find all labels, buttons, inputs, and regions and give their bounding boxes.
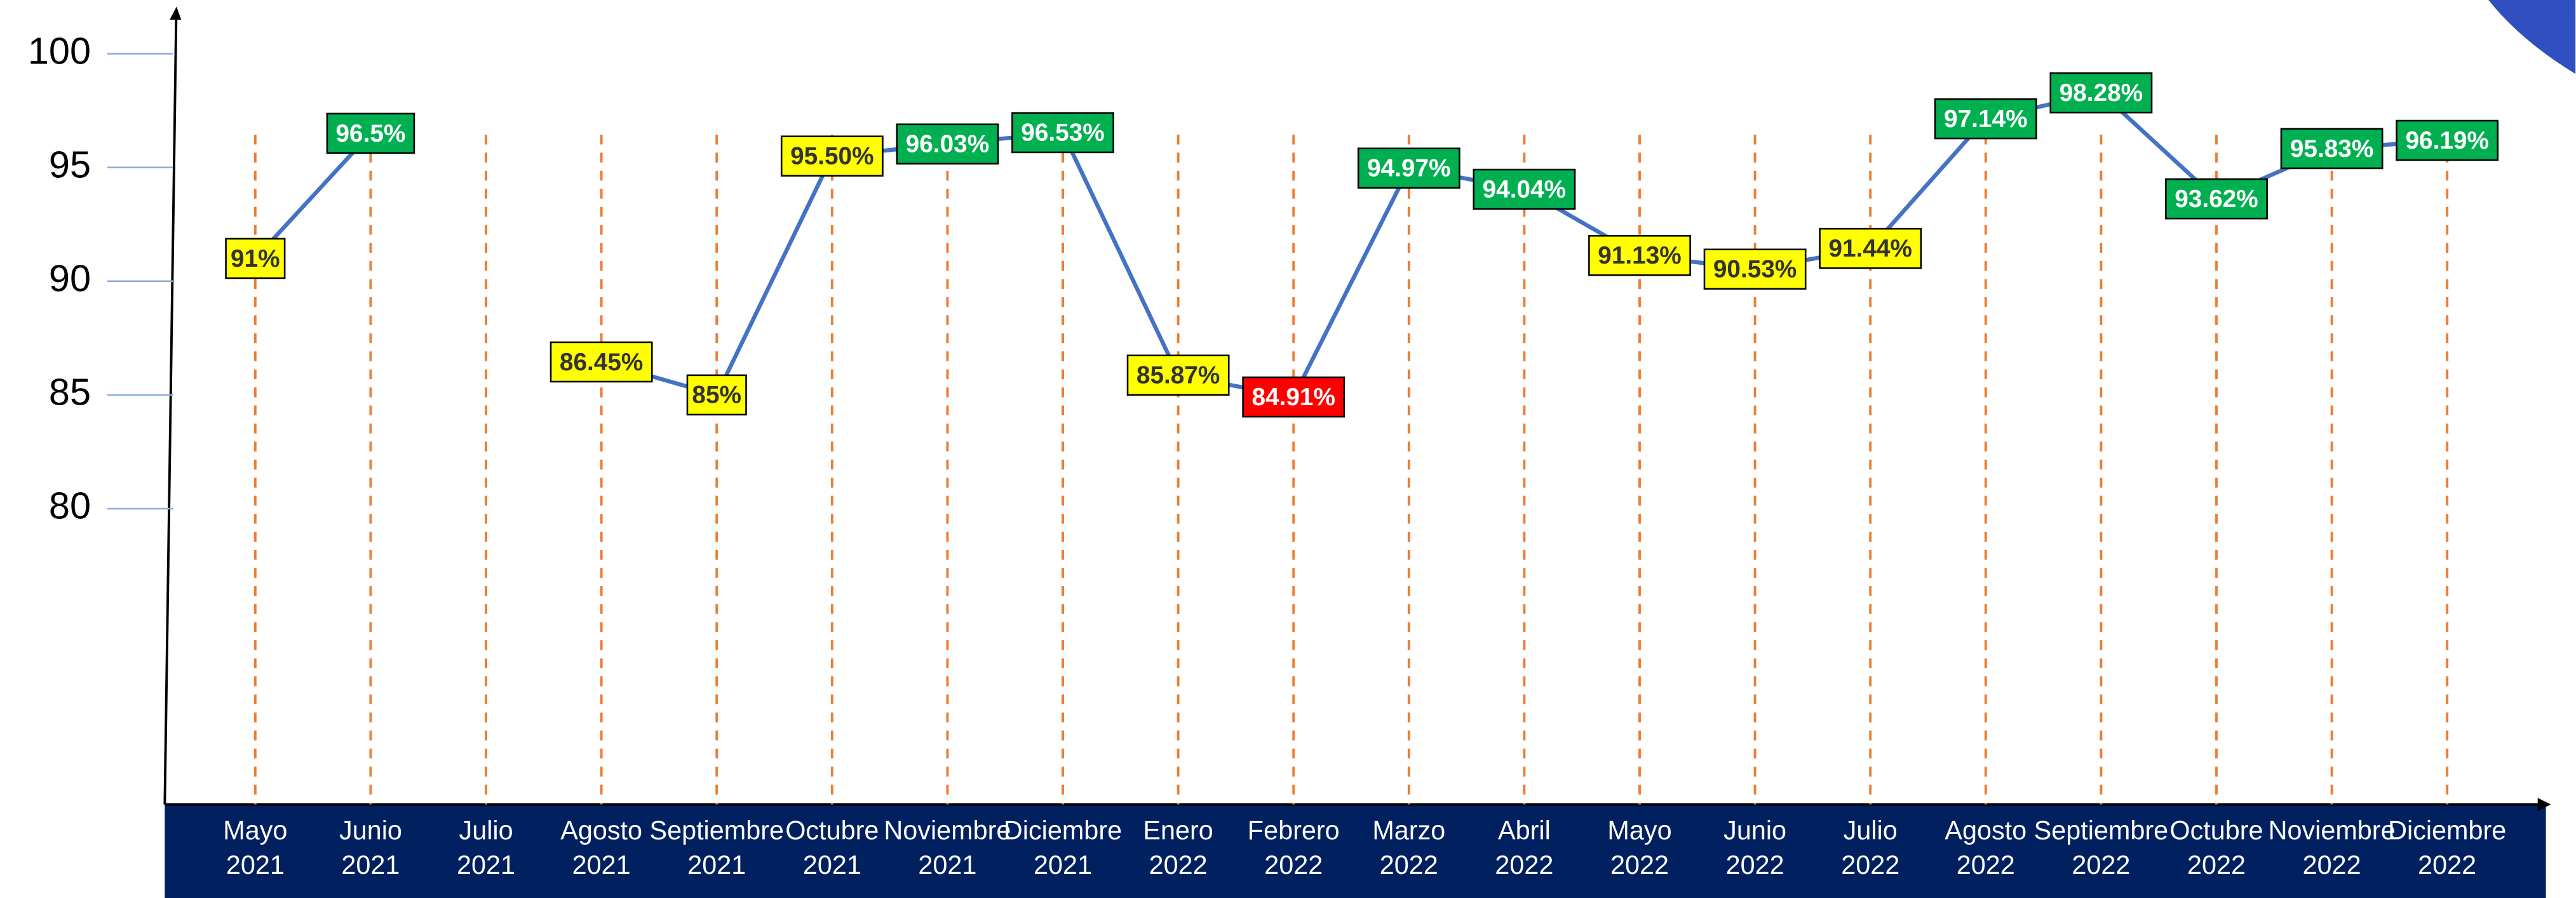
x-tick-label: Junio [339, 816, 402, 845]
x-tick-label: 2022 [1149, 850, 1208, 880]
data-label: 90.53% [1713, 256, 1797, 283]
data-label-box [1703, 248, 1807, 290]
x-tick-label: Mayo [223, 816, 287, 845]
data-label-box [1819, 227, 1922, 269]
data-label-box [1126, 354, 1230, 396]
data-label: 85% [692, 382, 741, 409]
x-tick-label: Febrero [1248, 816, 1340, 845]
x-tick-label: 2022 [2418, 850, 2476, 880]
data-label: 96.5% [335, 120, 405, 147]
y-tick-label: 90 [49, 257, 91, 299]
data-label-box [2165, 178, 2268, 220]
x-tick-label: Diciembre [1004, 816, 1122, 845]
x-tick-label: 2022 [1264, 850, 1323, 880]
x-tick-label: 2021 [457, 850, 515, 880]
x-tick-label: 2022 [1495, 850, 1553, 880]
x-tick-label: Enero [1143, 816, 1213, 845]
x-tick-label: Septiembre [2034, 816, 2169, 845]
data-label-box [326, 112, 415, 154]
y-axis-arrow [170, 6, 182, 20]
x-tick-label: Octubre [2169, 816, 2263, 845]
x-axis-arrow [2537, 798, 2551, 811]
data-label-box [1473, 168, 1576, 210]
data-label-box [2049, 72, 2153, 114]
data-label-box [2396, 119, 2499, 161]
x-tick-label: Noviembre [2269, 816, 2396, 845]
data-label: 95.50% [790, 143, 873, 170]
data-label-box [896, 123, 999, 165]
x-axis-band [165, 804, 2546, 898]
y-tick-label: 95 [49, 143, 91, 185]
data-label-box [225, 238, 286, 279]
data-label: 86.45% [560, 349, 643, 376]
data-label-box [1242, 376, 1345, 418]
x-tick-label: Abril [1498, 816, 1551, 845]
data-label-box [550, 341, 653, 383]
x-tick-label: Marzo [1372, 816, 1445, 845]
data-label-box [2280, 128, 2384, 170]
data-label-box [1934, 98, 2037, 140]
data-label: 84.91% [1251, 384, 1335, 411]
data-label: 85.87% [1136, 362, 1220, 389]
x-tick-label: Mayo [1607, 816, 1671, 845]
y-tick-label: 85 [49, 371, 91, 413]
data-label: 97.14% [1944, 105, 2027, 133]
data-label: 91% [231, 245, 280, 272]
x-tick-label: 2021 [1034, 850, 1092, 880]
data-label: 94.97% [1367, 155, 1450, 182]
data-label-box [1011, 112, 1114, 154]
x-tick-label: Septiembre [649, 816, 784, 845]
x-tick-label: 2021 [918, 850, 976, 880]
x-tick-label: Diciembre [2388, 816, 2506, 845]
x-tick-label: 2021 [341, 850, 400, 880]
x-tick-label: 2021 [803, 850, 861, 880]
x-tick-label: 2022 [1610, 850, 1669, 880]
data-label: 96.53% [1021, 119, 1104, 147]
y-tick-label: 80 [49, 485, 91, 527]
decoration [2488, 0, 2576, 74]
data-label-box [686, 374, 747, 416]
y-axis [163, 13, 178, 805]
data-label: 94.04% [1483, 176, 1566, 203]
x-tick-label: 2021 [687, 850, 746, 880]
x-tick-label: Agosto [1945, 816, 2026, 845]
x-tick-label: 2022 [2303, 850, 2361, 880]
x-tick-label: 2021 [572, 850, 631, 880]
x-tick-label: 2022 [1726, 850, 1784, 880]
data-label: 98.28% [2060, 79, 2143, 107]
x-tick-label: 2022 [1841, 850, 1899, 880]
x-tick-label: Julio [1844, 816, 1898, 845]
x-tick-label: 2022 [2072, 850, 2130, 880]
data-label: 96.19% [2405, 127, 2488, 154]
x-tick-label: Octubre [785, 816, 879, 845]
x-tick-label: Agosto [560, 816, 642, 845]
x-tick-label: 2022 [1380, 850, 1438, 880]
x-tick-label: Noviembre [884, 816, 1011, 845]
x-tick-label: 2022 [2187, 850, 2246, 880]
data-label-box [1357, 147, 1460, 189]
data-label: 96.03% [906, 131, 989, 158]
data-label: 91.13% [1598, 242, 1681, 269]
x-tick-label: 2022 [1957, 850, 2015, 880]
data-label: 91.44% [1828, 235, 1912, 262]
data-label-box [780, 135, 884, 177]
x-tick-label: Junio [1723, 816, 1786, 845]
x-tick-label: 2021 [226, 850, 285, 880]
data-label: 93.62% [2175, 185, 2258, 213]
data-label: 95.83% [2290, 135, 2373, 163]
data-label-box [1588, 234, 1691, 276]
x-tick-label: Julio [459, 816, 513, 845]
y-tick-label: 100 [28, 29, 91, 72]
